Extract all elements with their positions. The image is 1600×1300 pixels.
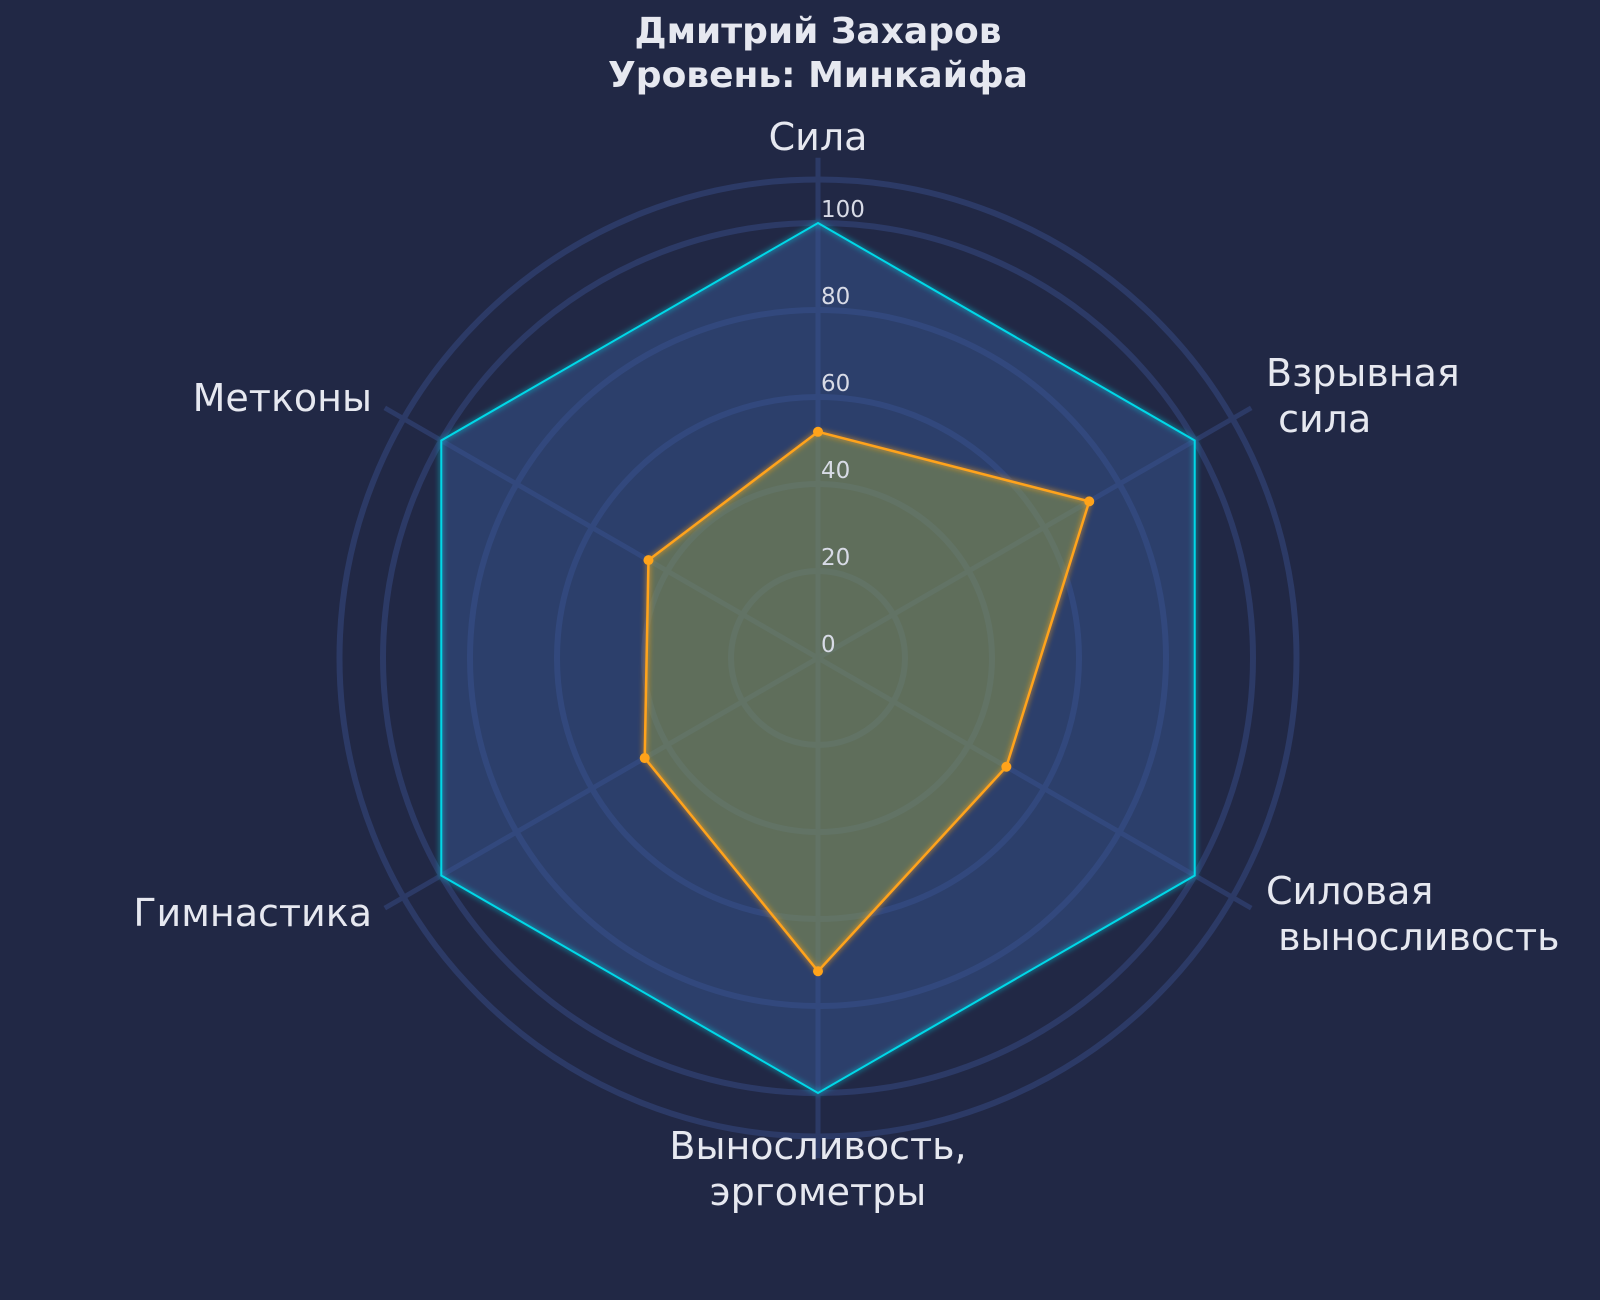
series-layer [440,221,1196,1095]
series-1-point-5 [643,555,654,566]
series-1-point-4 [639,753,650,764]
tick-label-40: 40 [821,458,850,484]
spoke-4 [383,655,820,911]
axis-label-0: Сила [769,115,868,159]
axis-label-5-line-0: Метконы [193,376,372,420]
axis-label-3-line-1: эргометры [710,1170,927,1214]
axis-label-1-line-1: сила [1266,397,1371,441]
spoke-5 [383,405,820,661]
axis-label-1-line-0: Взрывная [1266,351,1460,395]
spoke-2 [816,655,1253,911]
series-0-outline [440,221,1196,1095]
tick-label-0: 0 [821,632,836,658]
series-1-point-0 [813,426,823,437]
axis-label-2: Силовая выносливость [1266,869,1560,959]
axis-labels: Сила Взрывная сила Силовая выносливость Вын… [133,115,1559,1214]
series-0-area [441,223,1195,1093]
grid [336,157,1300,1159]
axis-label-0-line-0: Сила [769,115,868,159]
chart-subtitle: Уровень: Минкайфа [608,55,1028,96]
axis-label-4: Гимнастика [133,891,372,935]
axis-label-5: Метконы [193,376,372,420]
tick-labels: 0 20 40 60 80 100 [821,197,865,658]
chart-title: Дмитрий Захаров [635,11,1002,52]
axis-label-4-line-0: Гимнастика [133,891,372,935]
series-1-point-3 [813,966,823,977]
series-1-point-2 [1001,761,1012,772]
axis-label-2-line-1: выносливость [1266,915,1560,959]
tick-label-80: 80 [821,284,850,310]
axis-label-1: Взрывная сила [1266,351,1460,441]
axis-label-3: Выносливость, эргометры [669,1124,966,1214]
series-1-area [644,431,1090,972]
axis-label-3-line-0: Выносливость, [669,1124,966,1168]
axis-label-2-line-0: Силовая [1266,869,1433,913]
tick-label-100: 100 [821,197,865,223]
spoke-1 [816,405,1253,661]
series-1-point-1 [1084,496,1095,507]
tick-label-20: 20 [821,545,850,571]
tick-label-60: 60 [821,371,850,397]
